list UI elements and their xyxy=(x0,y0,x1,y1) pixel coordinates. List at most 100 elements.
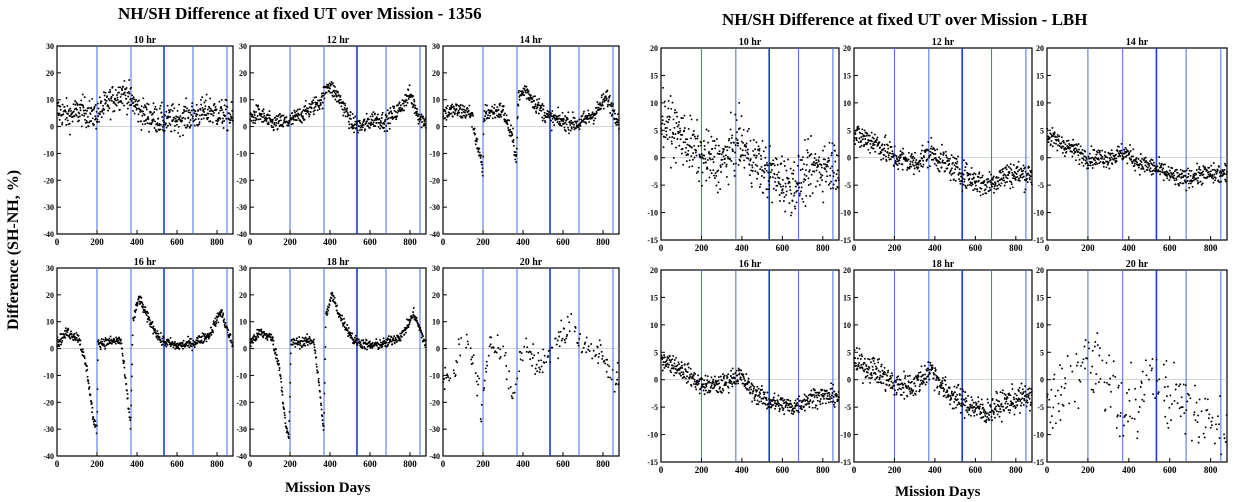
data-point xyxy=(532,106,535,109)
data-point xyxy=(298,336,301,338)
panel-frame xyxy=(853,47,1033,241)
data-point xyxy=(794,185,797,188)
data-point xyxy=(679,129,682,132)
data-point xyxy=(886,144,889,147)
data-point xyxy=(74,103,77,106)
data-point xyxy=(374,125,377,128)
data-point xyxy=(937,161,939,164)
data-point xyxy=(1049,143,1052,146)
data-point xyxy=(798,182,801,185)
data-point xyxy=(320,99,323,101)
data-point xyxy=(883,147,886,150)
data-point xyxy=(824,180,827,183)
data-point xyxy=(141,302,144,305)
data-point xyxy=(1022,164,1025,167)
data-point xyxy=(294,111,296,114)
data-point xyxy=(914,151,916,154)
data-point xyxy=(329,300,332,303)
data-point xyxy=(1143,158,1146,161)
data-point xyxy=(488,117,490,120)
data-point xyxy=(93,123,95,126)
x-tick-label: 200 xyxy=(283,237,297,247)
data-point xyxy=(161,337,164,340)
data-point xyxy=(835,188,837,191)
data-point xyxy=(607,376,610,379)
data-point xyxy=(698,153,701,156)
data-point xyxy=(70,112,73,115)
data-point xyxy=(735,137,738,140)
data-point xyxy=(343,102,346,105)
data-point xyxy=(169,123,172,126)
data-point xyxy=(145,106,148,109)
data-point xyxy=(783,160,786,163)
data-point xyxy=(832,187,835,190)
data-point xyxy=(674,109,677,111)
scatter-points xyxy=(660,86,840,217)
data-point xyxy=(883,136,886,139)
data-point xyxy=(950,167,953,170)
data-point xyxy=(172,118,175,121)
data-point xyxy=(973,187,976,190)
y-tick-label: -40 xyxy=(236,230,247,239)
data-point xyxy=(684,141,687,144)
data-point xyxy=(1098,150,1101,152)
data-point xyxy=(516,377,519,380)
data-point xyxy=(461,104,464,107)
data-point xyxy=(78,115,81,118)
data-point xyxy=(540,365,543,368)
data-point xyxy=(214,320,217,323)
y-tick-label: -10 xyxy=(43,149,54,158)
data-point xyxy=(461,116,464,119)
data-point xyxy=(320,404,323,407)
data-point xyxy=(743,166,746,169)
data-point xyxy=(713,155,716,158)
panel-title: 12 hr xyxy=(932,37,955,48)
data-point xyxy=(992,175,995,178)
data-point xyxy=(352,126,355,129)
data-point xyxy=(128,411,131,414)
data-point xyxy=(921,165,924,168)
data-point xyxy=(313,96,316,99)
y-tick-label: 0 xyxy=(1040,154,1044,163)
data-point xyxy=(922,163,925,166)
data-point xyxy=(505,114,508,117)
data-point xyxy=(58,118,61,121)
data-point xyxy=(519,350,522,353)
data-point xyxy=(899,156,902,159)
data-point xyxy=(136,301,139,304)
data-point xyxy=(604,95,607,98)
data-point xyxy=(880,158,883,161)
data-point xyxy=(977,176,980,178)
data-point xyxy=(660,129,663,132)
data-point xyxy=(808,170,811,173)
data-point xyxy=(493,107,496,109)
data-point xyxy=(930,145,933,148)
scatter-points xyxy=(442,85,620,177)
x-tick-label: 400 xyxy=(928,243,942,253)
data-point xyxy=(150,111,152,114)
data-point xyxy=(450,104,453,107)
panel-title: 20 hr xyxy=(520,257,543,268)
data-point xyxy=(83,96,86,99)
data-point xyxy=(123,104,126,107)
data-point xyxy=(576,342,579,345)
data-point xyxy=(1091,167,1094,169)
data-point xyxy=(479,156,482,159)
data-point xyxy=(1162,179,1165,182)
data-point xyxy=(749,139,752,142)
data-point xyxy=(260,328,263,331)
data-point xyxy=(200,118,203,121)
data-point xyxy=(203,339,206,342)
data-point xyxy=(204,99,207,102)
data-point xyxy=(726,149,729,152)
data-point xyxy=(61,121,64,124)
data-point xyxy=(1071,155,1074,158)
data-point xyxy=(969,173,972,176)
data-point xyxy=(874,141,877,144)
data-point xyxy=(121,354,124,357)
data-point xyxy=(818,156,821,159)
data-point xyxy=(189,341,192,344)
data-point xyxy=(190,124,192,127)
x-tick-label: 400 xyxy=(130,459,144,469)
data-point xyxy=(195,103,198,106)
